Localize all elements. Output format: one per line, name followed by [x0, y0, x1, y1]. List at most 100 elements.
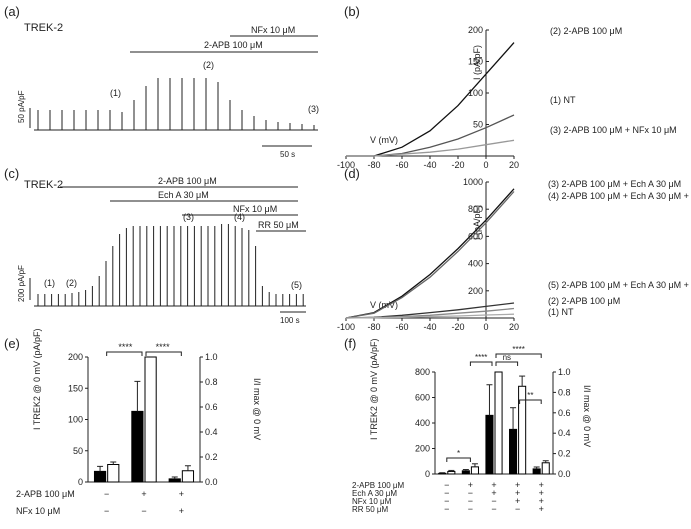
cond-sign: +: [179, 506, 184, 516]
series-label: (3) 2-APB 100 μM + Ech A 30 μM: [548, 179, 681, 189]
drug-label-nfx: NFx 10 μM: [233, 204, 277, 214]
bar: [107, 464, 120, 483]
sig-bracket: [106, 351, 143, 356]
drug-label-echa: Ech A 30 μM: [158, 190, 209, 200]
sig-label: ns: [503, 353, 511, 362]
y-right-tick-label: 0.8: [558, 387, 571, 397]
scale-label-y: 50 pA/pF: [17, 90, 26, 123]
sig-label: **: [527, 391, 533, 400]
panel-c-cell: TREK-2: [24, 179, 63, 191]
sig-label: ****: [512, 345, 524, 354]
cond-label-0: 2-APB 100 μM: [352, 481, 405, 490]
y-tick-label: 0: [78, 477, 83, 487]
scale-label-x: 100 s: [280, 316, 300, 325]
panel-a-letter: (a): [4, 4, 20, 19]
cond-sign: +: [515, 480, 520, 490]
scale-label-y: 200 pA/pF: [17, 265, 26, 302]
x-tick-label: -80: [367, 322, 380, 332]
sig-bracket: [519, 399, 542, 404]
y-tick-label: 100: [68, 415, 83, 425]
panel-f-ylabel-left: I TREK2 @ 0 mV (pA/pF): [369, 339, 379, 441]
scale-label-x: 50 s: [280, 150, 295, 159]
sig-bracket: [495, 361, 519, 366]
y-tick-label: 150: [468, 57, 483, 67]
y-tick-label: 600: [468, 231, 483, 241]
y-right-tick-label: 0.6: [205, 402, 218, 412]
y-tick-label: 200: [415, 444, 430, 454]
cond-sign: +: [539, 488, 544, 498]
sig-label: ****: [156, 342, 171, 352]
marker-1: (1): [110, 88, 121, 98]
cond-sign: −: [141, 506, 146, 516]
bar: [532, 468, 541, 475]
sig-bracket: [469, 361, 493, 366]
y-right-tick-label: 1.0: [558, 367, 571, 377]
panel-e-bar-chart: I TREK2 @ 0 mV (pA/pF) I/I max @ 0 mV 2-…: [16, 329, 262, 517]
bar: [461, 470, 470, 475]
sig-label: *: [457, 449, 460, 458]
y-tick-label: 150: [68, 383, 83, 393]
y-right-tick-label: 0.4: [558, 428, 571, 438]
panel-d-xlabel: V (mV): [370, 300, 398, 310]
panel-c-trace: TREK-2 2-APB 100 μM Ech A 30 μM NFx 10 μ…: [17, 176, 306, 325]
y-right-tick-label: 0.6: [558, 408, 571, 418]
y-right-tick-label: 0.2: [558, 449, 571, 459]
cond-sign: +: [539, 496, 544, 506]
cond-sign: −: [444, 488, 449, 498]
marker-2: (2): [66, 278, 77, 288]
series-line: [346, 139, 515, 157]
cond-sign: +: [491, 488, 496, 498]
series-label: (2) 2-APB 100 μM: [548, 296, 620, 306]
cond-sign: +: [539, 480, 544, 490]
series-line: [345, 188, 515, 319]
marker-2: (2): [203, 60, 214, 70]
y-tick-label: 400: [468, 259, 483, 269]
x-tick-label: 0: [483, 322, 488, 332]
y-right-tick-label: 0.2: [205, 452, 218, 462]
x-tick-label: -80: [367, 160, 380, 170]
sig-label: ****: [118, 342, 133, 352]
x-tick-label: -20: [451, 160, 464, 170]
x-tick-label: -40: [423, 160, 436, 170]
panel-a-trace: TREK-2 NFx 10 μM 2-APB 100 μM (1) (2) (3…: [17, 22, 319, 159]
y-tick-label: 50: [73, 446, 83, 456]
bar: [131, 410, 144, 483]
y-right-tick-label: 0.0: [558, 469, 571, 479]
x-tick-label: -20: [451, 322, 464, 332]
cond-sign: +: [468, 480, 473, 490]
series-label: (2) 2-APB 100 μM: [550, 26, 622, 36]
x-tick-label: -60: [395, 322, 408, 332]
y-right-tick-label: 1.0: [205, 352, 218, 362]
x-tick-label: -40: [423, 322, 436, 332]
marker-3: (3): [183, 212, 194, 222]
drug-label-nfx: NFx 10 μM: [251, 25, 295, 35]
cond-label-1: NFx 10 μM: [16, 506, 60, 516]
bar: [438, 472, 447, 475]
panel-d-letter: (d): [344, 166, 360, 181]
panel-e-ylabel-right: I/I max @ 0 mV: [252, 378, 262, 440]
panel-e-ylabel-left: I TREK2 @ 0 mV (pA/pF): [32, 329, 42, 431]
panel-b-xlabel: V (mV): [370, 135, 398, 145]
y-right-tick-label: 0.0: [205, 477, 218, 487]
marker-5: (5): [291, 280, 302, 290]
cond-sign: −: [491, 504, 496, 514]
bar: [509, 428, 518, 475]
x-tick-label: 20: [509, 322, 519, 332]
marker-3: (3): [308, 104, 319, 114]
panel-c-letter: (c): [4, 166, 19, 181]
cond-sign: −: [515, 504, 520, 514]
panel-a-cell: TREK-2: [24, 22, 63, 34]
sig-bracket: [145, 351, 182, 356]
series-label: (3) 2-APB 100 μM + NFx 10 μM: [550, 125, 677, 135]
y-tick-label: 1000: [463, 177, 483, 187]
bar: [518, 385, 527, 475]
bar: [168, 478, 181, 483]
x-tick-label: -60: [395, 160, 408, 170]
y-tick-label: 200: [468, 25, 483, 35]
bar: [494, 371, 503, 475]
y-tick-label: 800: [468, 204, 483, 214]
bar: [447, 470, 456, 475]
cond-sign: −: [444, 480, 449, 490]
drug-label-2apb: 2-APB 100 μM: [204, 40, 263, 50]
panel-f-letter: (f): [344, 336, 356, 351]
